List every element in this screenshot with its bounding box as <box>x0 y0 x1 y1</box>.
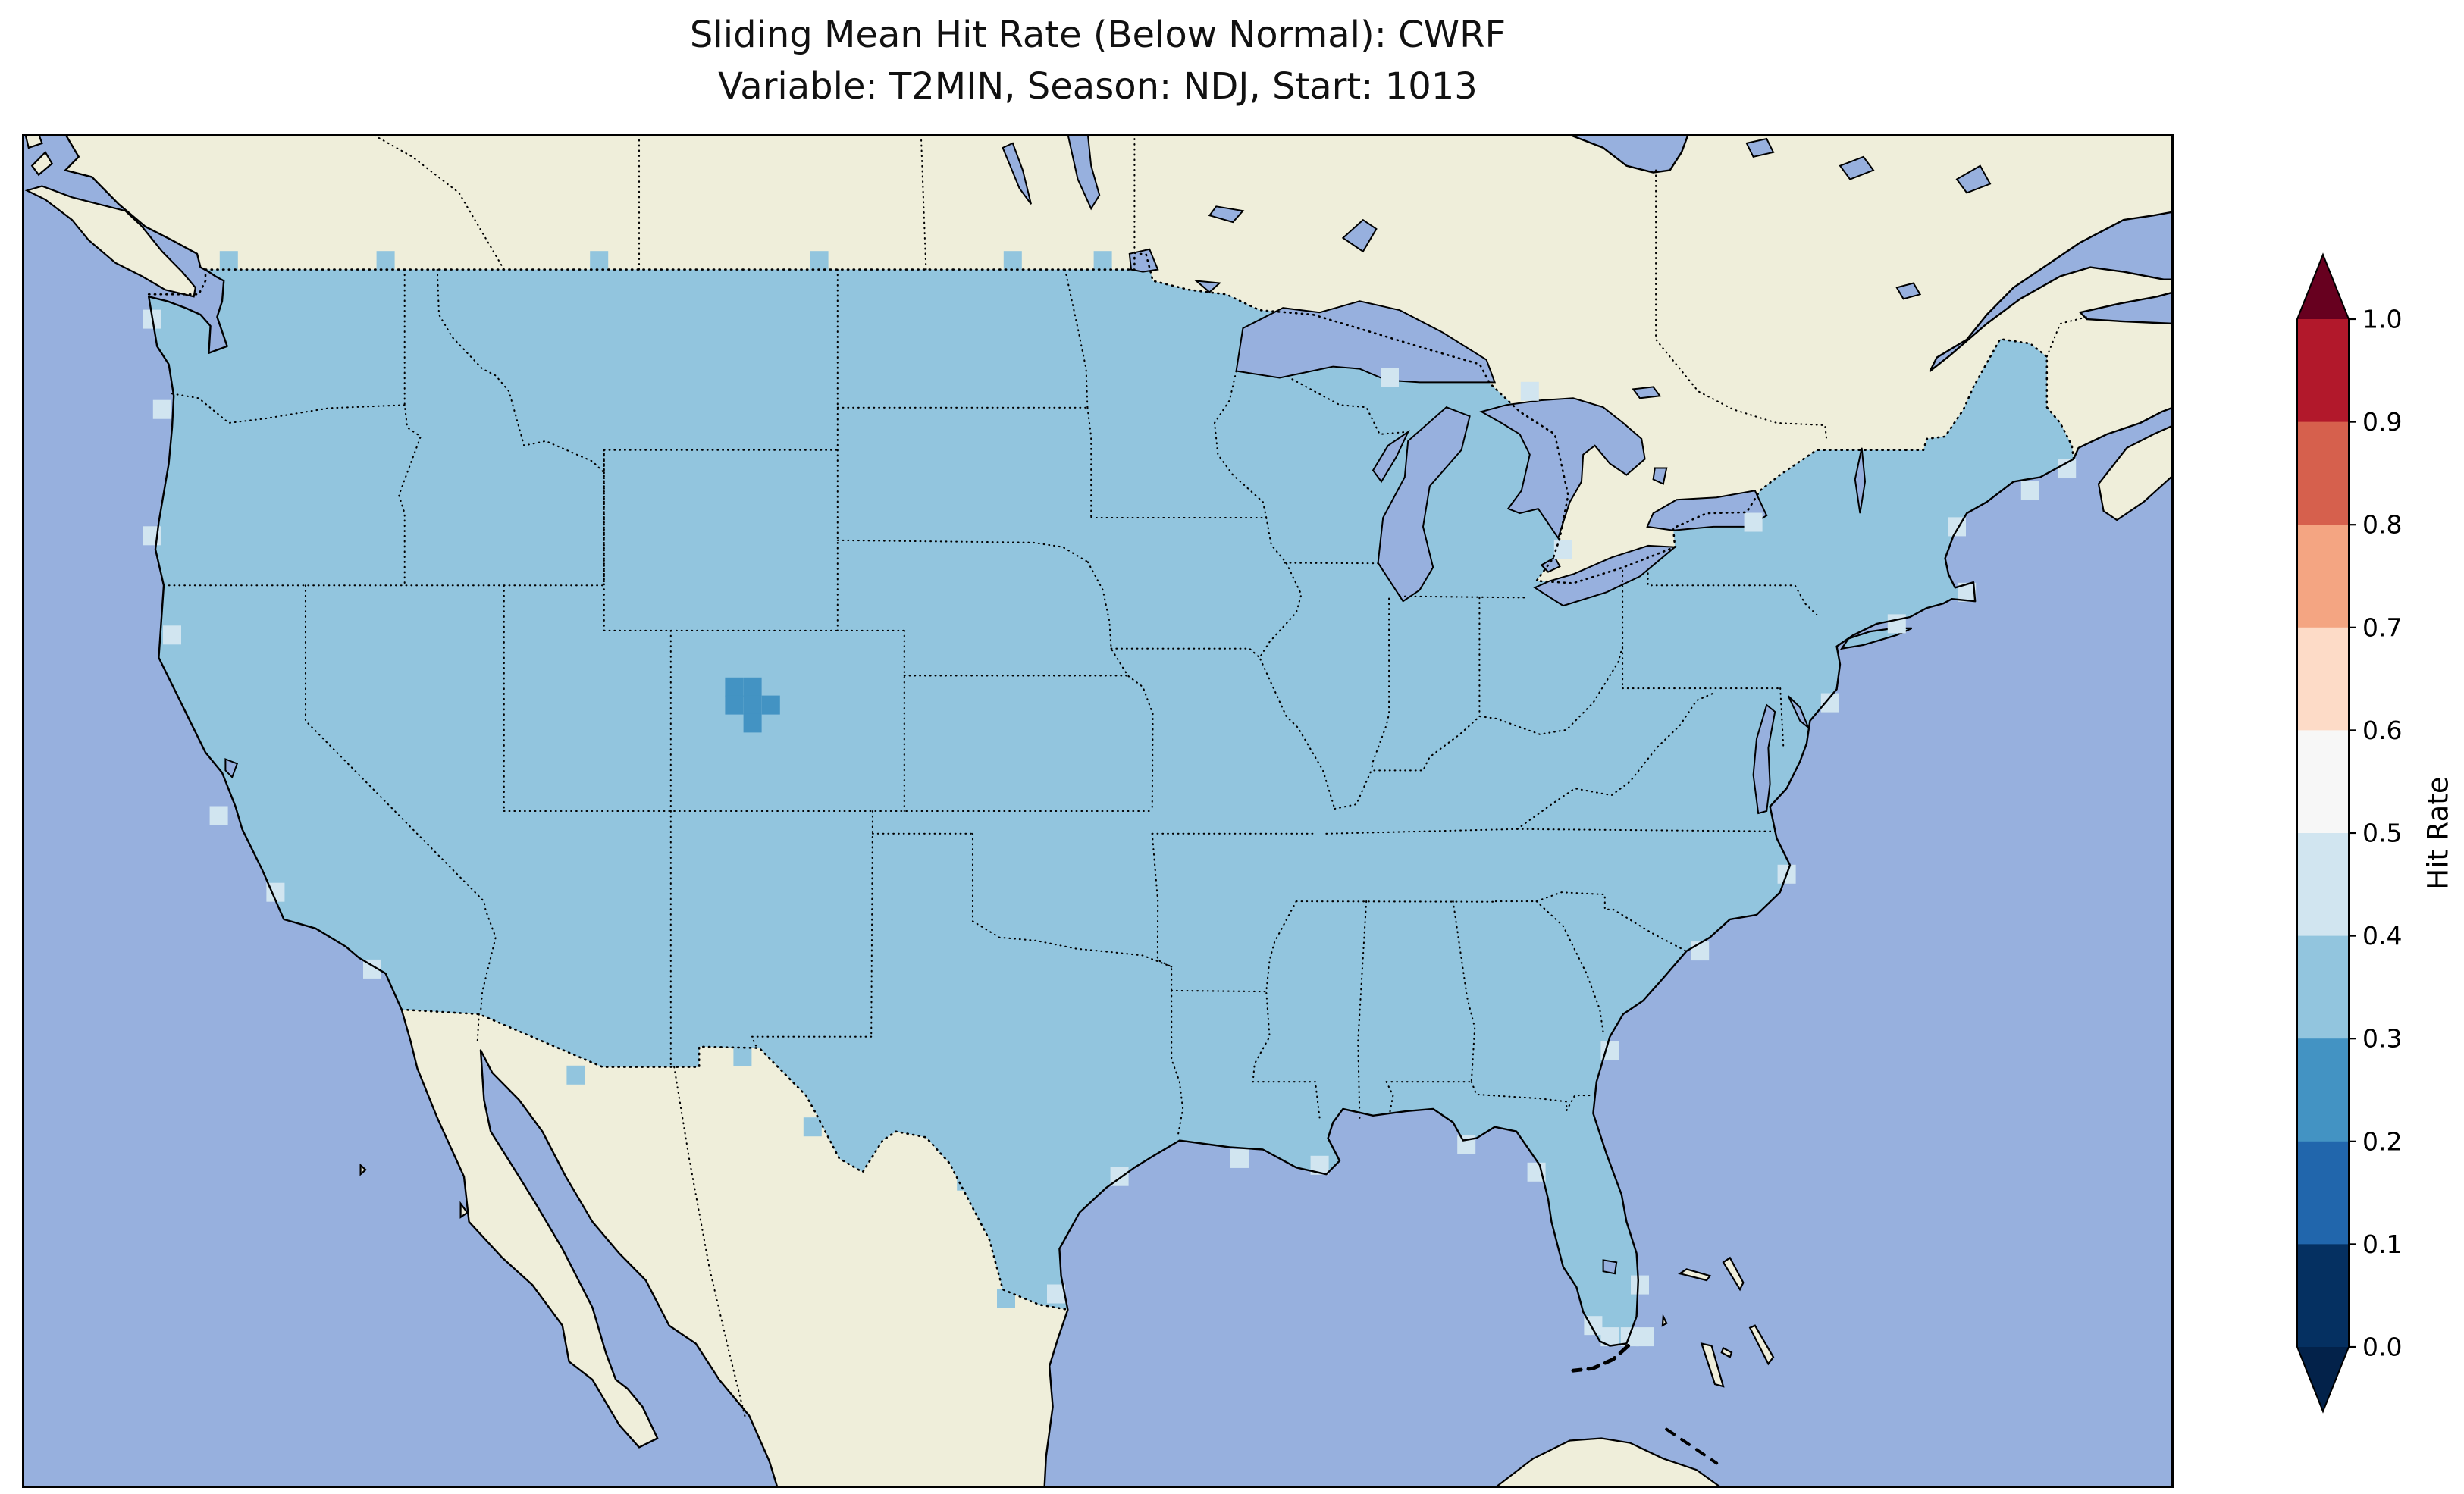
islands <box>24 134 2174 1488</box>
colorbar-band <box>2297 319 2349 423</box>
colorbar-axis-label: Hit Rate <box>2422 776 2455 889</box>
colorbar-tick-label: 0.7 <box>2362 612 2402 642</box>
international-borders <box>147 252 2075 1311</box>
colorbar: 1.0 0.9 0.8 0.7 0.6 0.5 0.4 0.3 0.2 0.1 0.0 Hit Rat… <box>2282 250 2464 1421</box>
map-frame <box>22 134 2174 1488</box>
colorbar-tick-label: 0.1 <box>2362 1229 2402 1259</box>
colorbar-tick-label: 0.5 <box>2362 819 2402 848</box>
colorbar-tick-label: 1.0 <box>2362 305 2402 334</box>
colorbar-tick-label: 0.8 <box>2362 510 2402 540</box>
colorbar-tick-label: 0.2 <box>2362 1126 2402 1156</box>
colorbar-svg: 1.0 0.9 0.8 0.7 0.6 0.5 0.4 0.3 0.2 0.1 0.0 Hit Rat… <box>2296 252 2455 1414</box>
state-borders <box>162 134 2088 1421</box>
figure-title-line1: Sliding Mean Hit Rate (Below Normal): CW… <box>689 14 1506 56</box>
colorbar-band <box>2297 1244 2349 1348</box>
great-lakes-and-water-bodies <box>224 134 1992 1275</box>
colorbar-band <box>2297 730 2349 834</box>
colorado-low-hit-rate-cells <box>725 677 780 733</box>
colorbar-band <box>2297 1038 2349 1142</box>
figure-title: Sliding Mean Hit Rate (Below Normal): CW… <box>22 9 2174 112</box>
edge-cells-us <box>219 251 1112 1308</box>
map-svg <box>22 134 2174 1488</box>
colorbar-tick-label: 0.0 <box>2362 1333 2402 1362</box>
colorbar-over-arrow <box>2297 255 2349 319</box>
colorbar-band <box>2297 1141 2349 1245</box>
colorbar-band <box>2297 627 2349 731</box>
coastline <box>64 134 2174 1488</box>
colorbar-tick-label: 0.3 <box>2362 1024 2402 1054</box>
us-hit-rate-field <box>149 252 2074 1346</box>
colorbar-band <box>2297 421 2349 525</box>
colorbar-tick-label: 0.9 <box>2362 407 2402 437</box>
figure-title-line2: Variable: T2MIN, Season: NDJ, Start: 101… <box>718 65 1478 108</box>
colorbar-band <box>2297 525 2349 628</box>
map-canvas <box>22 134 2174 1488</box>
colorbar-band <box>2297 935 2349 1039</box>
colorbar-band <box>2297 833 2349 937</box>
florida-keys <box>1571 1344 1631 1373</box>
colorbar-under-arrow <box>2297 1347 2349 1411</box>
colorbar-tick-label: 0.4 <box>2362 921 2402 951</box>
colorbar-tick-label: 0.6 <box>2362 716 2402 745</box>
